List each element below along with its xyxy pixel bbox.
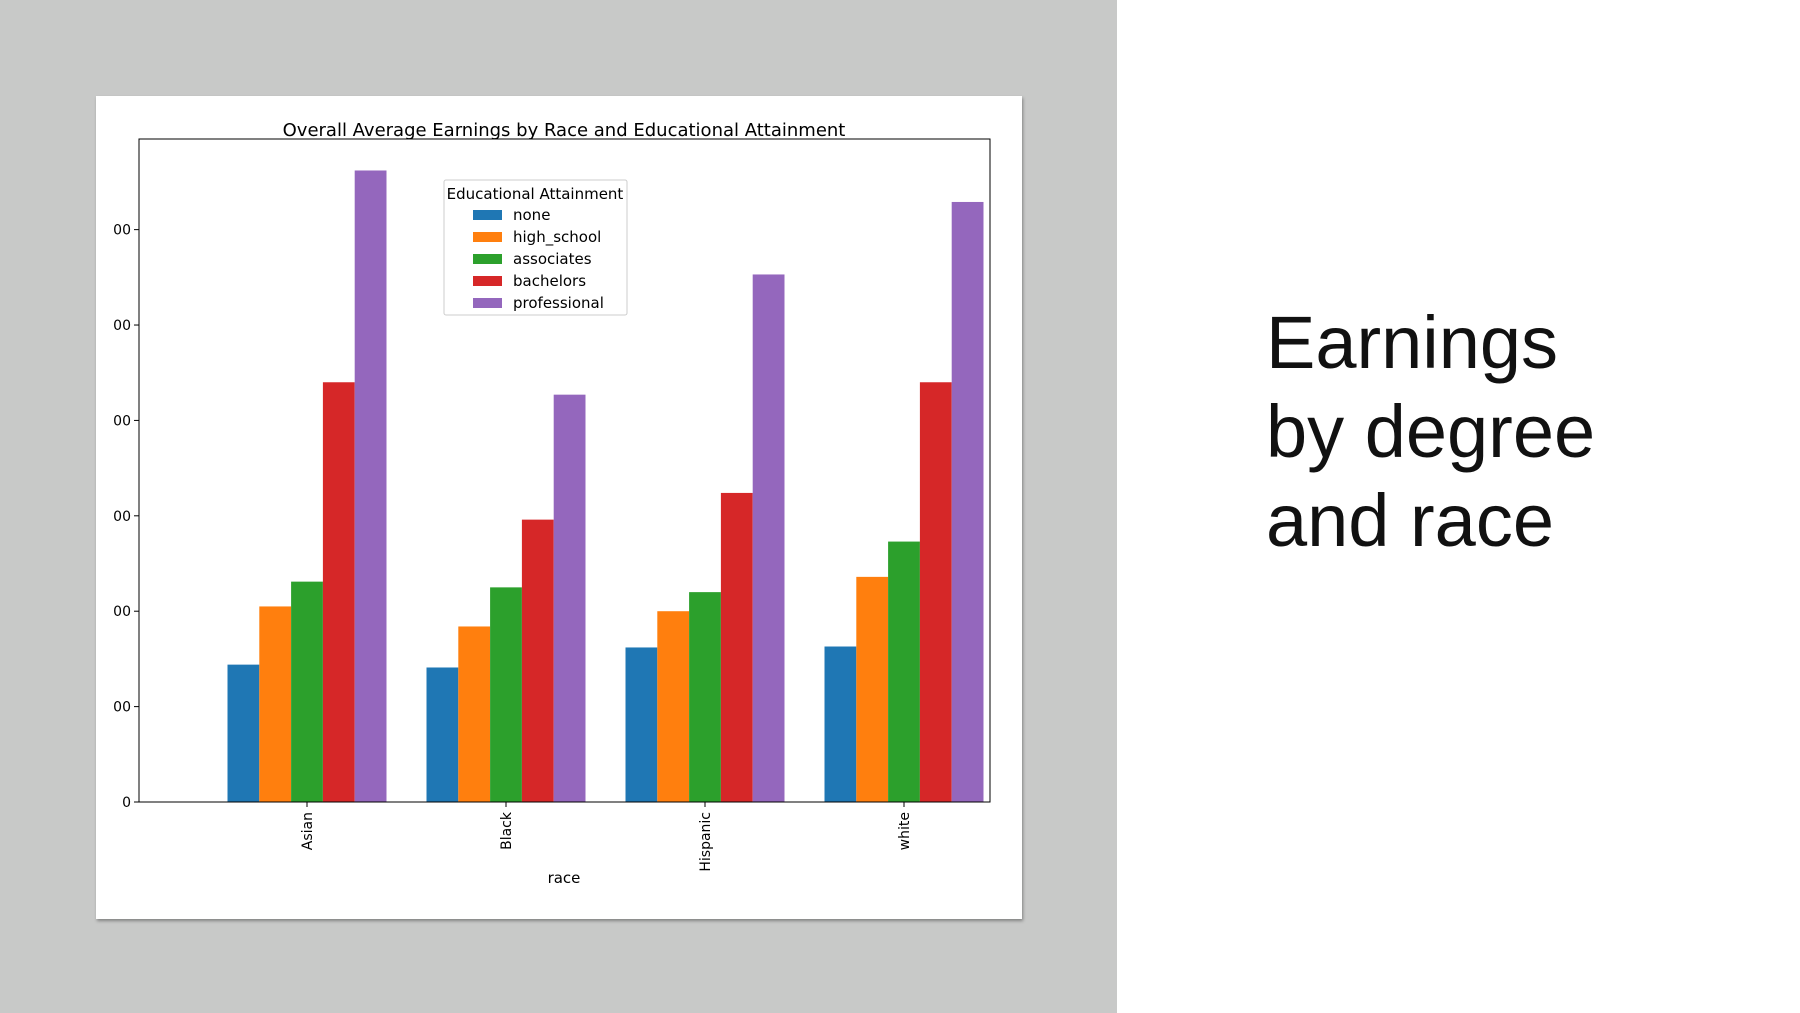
legend-label-professional: professional <box>513 294 604 312</box>
legend-swatch-professional <box>473 298 502 308</box>
legend-label-associates: associates <box>513 250 592 268</box>
bar-white-associates <box>888 541 920 802</box>
y-tick-label: 00 <box>113 509 131 525</box>
bar-white-bachelors <box>919 382 952 802</box>
chart-title: Overall Average Earnings by Race and Edu… <box>283 120 846 141</box>
bar-white-high-school <box>856 576 889 802</box>
bar-black-none <box>426 667 459 802</box>
y-tick-label: 00 <box>113 604 131 620</box>
y-tick-label: 00 <box>113 700 131 716</box>
bar-black-associates <box>490 587 522 802</box>
legend-swatch-high-school <box>473 232 502 242</box>
legend-title: Educational Attainment <box>447 185 624 203</box>
bar-hispanic-bachelors <box>720 492 753 802</box>
bar-black-professional <box>553 394 586 802</box>
x-axis-title: race <box>548 869 581 887</box>
slide-title: Earnings by degree and race <box>1266 298 1766 565</box>
bar-white-none <box>824 646 857 802</box>
bar-asian-high-school <box>259 606 292 802</box>
legend-swatch-associates <box>473 254 502 264</box>
bar-hispanic-none <box>625 647 658 802</box>
bar-white-professional <box>951 201 984 803</box>
chart-figure: Overall Average Earnings by Race and Edu… <box>96 96 1022 919</box>
x-tick-label-asian: Asian <box>300 812 316 850</box>
y-tick-label: 00 <box>113 318 131 334</box>
bar-black-bachelors <box>521 519 554 802</box>
slide-title-line-3: and race <box>1266 479 1554 562</box>
slide-title-line-2: by degree <box>1266 390 1596 473</box>
y-tick-label: 00 <box>113 223 131 239</box>
x-tick-label-black: Black <box>499 811 515 850</box>
legend: Educational Attainment none high_schoolas… <box>443 179 628 316</box>
bar-asian-associates <box>291 581 323 802</box>
bar-hispanic-professional <box>752 274 785 802</box>
legend-label-none: none <box>513 206 550 224</box>
bar-black-high-school <box>458 626 491 802</box>
bar-asian-none <box>227 664 260 802</box>
legend-entries: none high_school associates bachelors profes… <box>473 206 604 312</box>
bars-layer <box>227 170 984 803</box>
plot-frame <box>138 138 991 803</box>
slide-title-line-1: Earnings <box>1266 301 1559 384</box>
x-tick-label-white: white <box>897 812 913 850</box>
x-tick-label-hispanic: Hispanic <box>698 812 714 872</box>
legend-swatch-bachelors <box>473 276 502 286</box>
x-axis-ticks: Asian Black Hispanic white <box>300 802 913 872</box>
bar-hispanic-high-school <box>657 611 690 802</box>
y-tick-label: 0 <box>122 795 131 811</box>
legend-label-high-school: high_school <box>513 228 601 247</box>
legend-label-bachelors: bachelors <box>513 272 586 290</box>
bar-chart: Overall Average Earnings by Race and Edu… <box>113 120 991 887</box>
bar-asian-bachelors <box>322 382 355 802</box>
y-tick-label: 00 <box>113 413 131 429</box>
bar-asian-professional <box>354 170 387 803</box>
bar-hispanic-associates <box>689 592 721 802</box>
slide-left-panel: Overall Average Earnings by Race and Edu… <box>0 0 1117 1013</box>
legend-swatch-none <box>473 210 502 220</box>
